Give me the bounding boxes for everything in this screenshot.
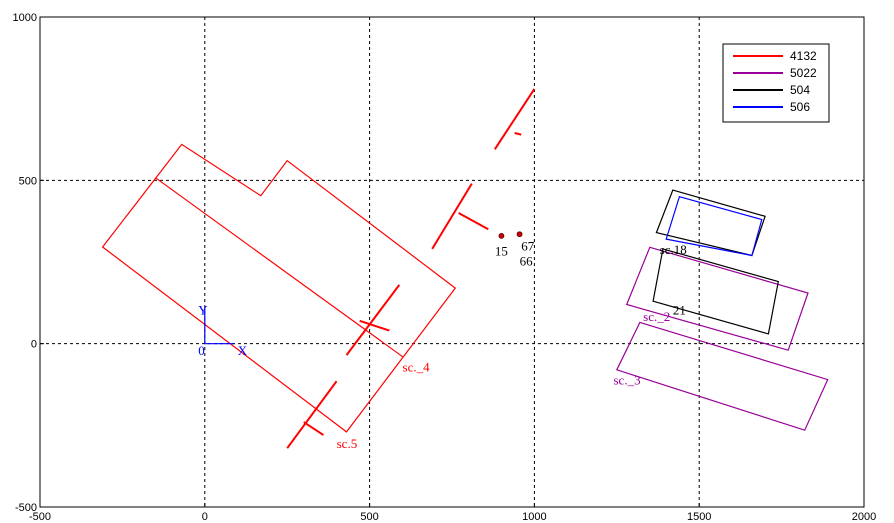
x-tick-label: 500 [360,511,378,523]
series-504-shape [652,248,779,335]
series-4132-shape [286,380,338,449]
annotation-label: sc._2 [643,309,670,324]
y-axis-ticks: 1000 500 0 -500 [13,12,44,514]
series-4132-shape [514,132,522,136]
y-tick-label: 500 [19,175,37,187]
annotation-label: 0 [198,343,205,358]
legend-label: 5022 [790,66,817,80]
annotation-label: sc.5 [337,436,358,451]
annotation-label: X [238,343,248,358]
legend-label: 4132 [790,49,817,63]
grid [40,17,864,507]
legend: 4132 5022 504 506 [722,43,830,123]
series-4132-shape [345,284,401,356]
point-marker [498,232,505,239]
plot-shapes [101,88,829,449]
annotation-label: 15 [495,243,508,258]
series-4132-shape [101,143,457,433]
series-4132-shape [493,88,536,150]
point-markers [498,231,523,239]
series-4132-shape [458,212,489,231]
annotation-label: sc._3 [614,373,641,388]
series-4132-shape [155,177,403,358]
annotation-label: sc.18 [660,242,687,257]
annotation-label: Y [198,302,208,317]
legend-label: 504 [790,83,810,97]
x-tick-label: 0 [202,511,208,523]
x-tick-label: 1000 [522,511,546,523]
series-4132-shape [359,319,390,332]
legend-label: 506 [790,100,810,114]
annotation-label: 66 [520,253,534,268]
x-tick-label: 1500 [687,511,711,523]
series-4132-shape [303,421,325,436]
annotation-label: 67 [521,239,535,254]
y-tick-label: 0 [31,339,37,351]
x-tick-label: 2000 [852,511,876,523]
x-tick-label: -500 [29,511,51,523]
annotation-label: sc._4 [403,359,431,374]
series-506-shape [665,195,763,257]
series-506-shape [204,307,235,345]
series-5022-shape [625,246,809,351]
y-tick-label: 1000 [13,12,37,24]
y-tick-label: -500 [15,502,37,514]
annotation-label: 21 [673,302,686,317]
plot-frame [39,16,865,508]
x-axis-ticks: -500 0 500 1000 1500 2000 [29,503,876,523]
series-5022-shape [615,321,829,431]
point-marker [516,231,523,238]
series-4132-shape [431,183,473,250]
